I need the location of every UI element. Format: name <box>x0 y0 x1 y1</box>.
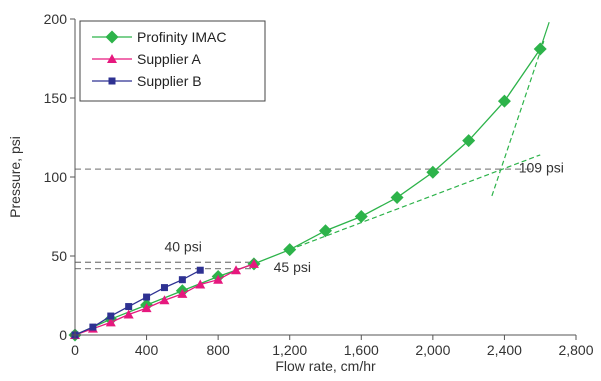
y-tick-label: 0 <box>59 327 67 343</box>
y-tick-label: 100 <box>44 169 68 185</box>
axes: 0 400 800 1,200 1,600 2,000 2,400 2,800 0 50 100 15… <box>7 11 594 374</box>
supplier-a-point <box>105 317 116 327</box>
x-tick-label: 2,400 <box>487 342 522 358</box>
supplier-b-point <box>160 284 168 292</box>
x-tick-label: 1,600 <box>344 342 379 358</box>
annotation-label: 109 psi <box>519 159 564 175</box>
legend: Profinity IMAC Supplier A Supplier B <box>79 20 266 102</box>
y-tick-label: 50 <box>51 248 67 264</box>
x-tick-label: 1,200 <box>272 342 307 358</box>
supplier-a-point <box>141 303 152 313</box>
annotation-label: 40 psi <box>164 238 201 254</box>
profinity-imac-point <box>390 191 404 205</box>
x-tick-label: 400 <box>135 342 159 358</box>
y-tick-label: 200 <box>44 11 68 27</box>
annotations: 109 psi 40 psi 45 psi <box>164 159 563 275</box>
legend-supplier-a-marker <box>107 54 117 63</box>
annotation-label: 45 psi <box>274 259 311 275</box>
trend-line-2 <box>491 40 545 197</box>
supplier-a-point <box>159 295 170 305</box>
supplier-b-point <box>89 323 97 331</box>
y-tick-label: 150 <box>44 90 68 106</box>
y-axis-title: Pressure, psi <box>7 136 23 218</box>
supplier-a-point <box>177 288 188 298</box>
series-lines <box>68 42 547 342</box>
x-tick-label: 0 <box>71 342 79 358</box>
legend-profinity-imac-marker <box>105 30 119 44</box>
x-tick-label: 800 <box>206 342 230 358</box>
supplier-b-point <box>196 266 204 274</box>
supplier-a-point <box>248 258 259 268</box>
supplier-a-point <box>195 279 206 289</box>
profinity-imac-point <box>354 210 368 223</box>
x-tick-label: 2,800 <box>558 342 593 358</box>
x-tick-label: 2,000 <box>415 342 450 358</box>
legend-supplier-a-label: Supplier A <box>137 51 201 67</box>
profinity-imac-point <box>426 165 440 179</box>
legend-supplier-b-marker <box>108 77 116 85</box>
supplier-a-point <box>213 274 224 284</box>
profinity-imac-point <box>283 243 297 257</box>
profinity-imac-point <box>319 224 332 238</box>
supplier-b-point <box>143 293 151 301</box>
supplier-b-point <box>107 312 115 320</box>
legend-profinity-imac-label: Profinity IMAC <box>137 29 226 45</box>
trend-line-1 <box>289 154 541 251</box>
profinity-imac-point <box>497 94 511 108</box>
profinity-imac-point <box>462 134 476 148</box>
profinity-imac-point <box>533 42 547 56</box>
legend-supplier-b-label: Supplier B <box>137 73 202 89</box>
supplier-a-point <box>231 265 242 275</box>
supplier-a-point <box>123 309 134 319</box>
supplier-b-point <box>178 276 186 284</box>
supplier-b-point <box>125 303 133 311</box>
x-axis-title: Flow rate, cm/hr <box>275 358 376 374</box>
profinity-imac-line <box>74 48 541 336</box>
